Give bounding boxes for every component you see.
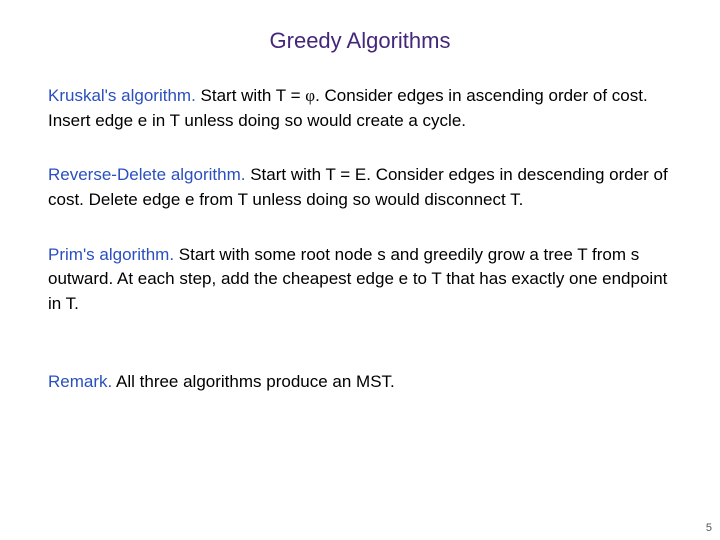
lead-remark: Remark. [48, 372, 112, 391]
phi-symbol: φ [305, 86, 315, 105]
body-remark: All three algorithms produce an MST. [112, 372, 395, 391]
slide-title: Greedy Algorithms [48, 28, 672, 54]
lead-reverse-delete: Reverse-Delete algorithm. [48, 165, 245, 184]
paragraph-reverse-delete: Reverse-Delete algorithm. Start with T =… [48, 163, 672, 212]
page-number: 5 [706, 522, 712, 534]
slide: Greedy Algorithms Kruskal's algorithm. S… [0, 0, 720, 540]
body-kruskal-prefix: Start with T = [196, 86, 305, 105]
paragraph-kruskal: Kruskal's algorithm. Start with T = φ. C… [48, 84, 672, 133]
paragraph-prim: Prim's algorithm. Start with some root n… [48, 243, 672, 317]
lead-prim: Prim's algorithm. [48, 245, 174, 264]
paragraph-remark: Remark. All three algorithms produce an … [48, 370, 672, 395]
lead-kruskal: Kruskal's algorithm. [48, 86, 196, 105]
